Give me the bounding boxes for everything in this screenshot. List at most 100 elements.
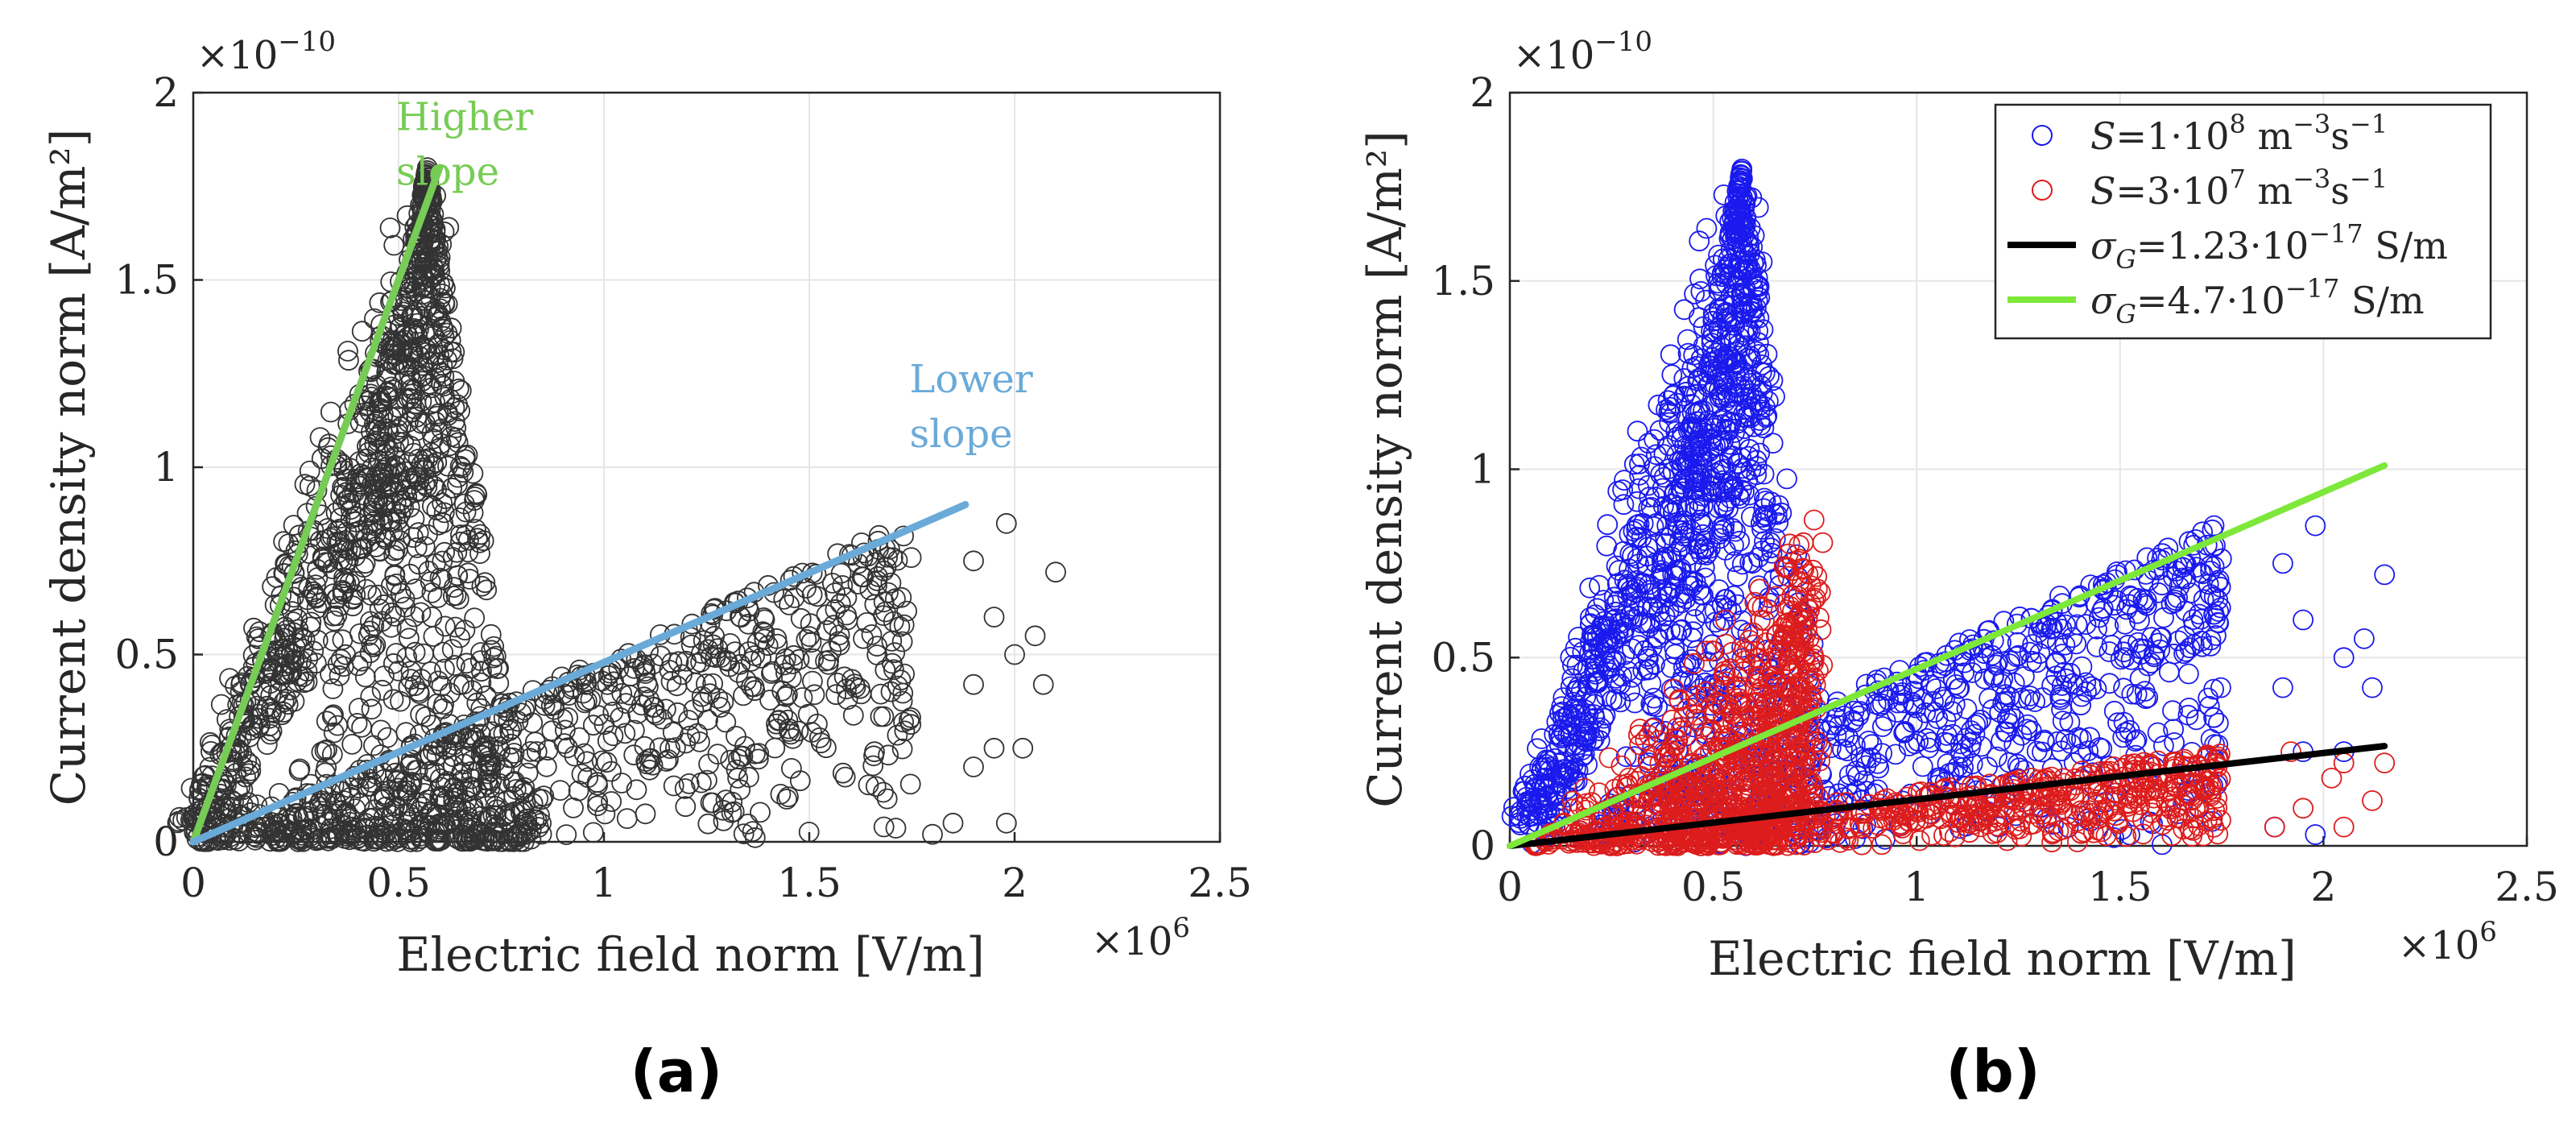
p0-annotation-0: Higher slope [396, 95, 533, 195]
p1-y-tick-label: 1 [1470, 446, 1495, 493]
p0-point [483, 647, 504, 669]
p0-point [454, 445, 476, 466]
p0-point [483, 636, 505, 657]
p0-point [260, 685, 282, 706]
p0-point [411, 669, 432, 690]
p0-point [437, 404, 459, 426]
p0-point [361, 698, 382, 720]
p0-point [219, 668, 241, 689]
p0-point [379, 217, 401, 238]
p0-point [423, 626, 444, 647]
p1-blue-outlier [2353, 628, 2375, 649]
p0-point [444, 616, 466, 638]
p0-point [832, 762, 854, 784]
p0-point [329, 549, 350, 570]
p0-point [373, 665, 395, 686]
p0-point [453, 493, 475, 515]
p0-point [392, 305, 414, 326]
p0-point [406, 537, 428, 558]
p0-outlier-point [1012, 737, 1034, 759]
p0-point [428, 251, 450, 273]
p0-point [383, 234, 405, 256]
p0-point [349, 475, 370, 497]
p0-point [240, 760, 262, 781]
p0-point [836, 587, 858, 608]
p0-point [779, 595, 800, 615]
p1-blue-point [2103, 700, 2125, 722]
p0-point [259, 673, 281, 694]
p0-point [404, 641, 426, 663]
p0-point [261, 720, 283, 742]
p0-point [342, 595, 364, 617]
p0-point [387, 661, 409, 682]
p1-blue-point [1684, 609, 1706, 630]
p1-y-tick-label: 0 [1470, 822, 1495, 869]
p0-point [359, 642, 381, 664]
p0-point [574, 692, 596, 714]
p0-point [733, 823, 755, 844]
p1-y-tick-label: 2 [1470, 69, 1495, 116]
p0-point [616, 808, 638, 829]
p0-y-tick-label: 2 [153, 69, 179, 116]
p1-blue-point [2070, 694, 2092, 716]
p0-point [444, 577, 465, 598]
p1-x-tick-label: 1 [1904, 864, 1929, 910]
p0-point [842, 705, 864, 726]
p0-point [462, 462, 484, 484]
p0-point [445, 427, 467, 449]
p1-x-exponent: ×106 [2398, 916, 2497, 968]
p0-point [537, 740, 559, 761]
p0-point [443, 586, 464, 607]
p0-point [381, 376, 402, 398]
p0-outlier-point [995, 812, 1017, 834]
p0-point [379, 343, 401, 365]
p0-point [247, 703, 269, 725]
p0-point [635, 803, 656, 825]
p0-outlier-point [963, 756, 984, 777]
p1-blue-point [1613, 494, 1635, 516]
p0-point [387, 419, 408, 441]
p0-outlier-point [983, 607, 1005, 628]
p0-point [398, 628, 420, 649]
p0-point [341, 734, 363, 755]
p0-point [549, 780, 571, 801]
p0-outlier-point [1024, 625, 1046, 647]
panel-a: 0 0.5 1 1.5 2 2.500.511.52×10−10×106Electric … [41, 26, 1252, 982]
p1-blue-outlier [2362, 677, 2383, 698]
p0-point [480, 624, 502, 645]
p0-point [771, 680, 793, 702]
p0-point [396, 618, 418, 640]
p0-point [614, 723, 636, 744]
p0-point [296, 589, 318, 611]
p0-point [737, 814, 759, 835]
p1-blue-point [1871, 716, 1893, 737]
p1-red-point [1812, 532, 1834, 553]
p0-outlier-point [995, 512, 1017, 534]
p0-point [390, 503, 411, 525]
p0-point [400, 669, 422, 690]
p0-point [439, 435, 461, 457]
p0-point [337, 488, 359, 510]
p0-point [321, 744, 343, 765]
p0-point [394, 588, 416, 610]
p0-point [420, 343, 441, 365]
p0-point [273, 531, 295, 553]
p0-point [316, 756, 337, 778]
p0-point [750, 648, 771, 669]
p0-point [449, 627, 470, 648]
p0-point [321, 706, 343, 727]
p0-point [434, 658, 455, 680]
p0-point [476, 579, 498, 601]
p0-outlier-point [963, 673, 984, 695]
p0-point [449, 508, 470, 528]
p0-point [455, 501, 477, 523]
p0-point [283, 690, 305, 712]
p0-point [309, 530, 331, 552]
p0-point [451, 458, 473, 479]
p0-y-axis-label: Current density norm [A/m²] [41, 129, 96, 806]
p0-point [281, 601, 303, 622]
p0-point [390, 316, 411, 337]
p0-point [421, 582, 443, 603]
p0-point [385, 500, 406, 522]
p0-point [457, 541, 479, 563]
